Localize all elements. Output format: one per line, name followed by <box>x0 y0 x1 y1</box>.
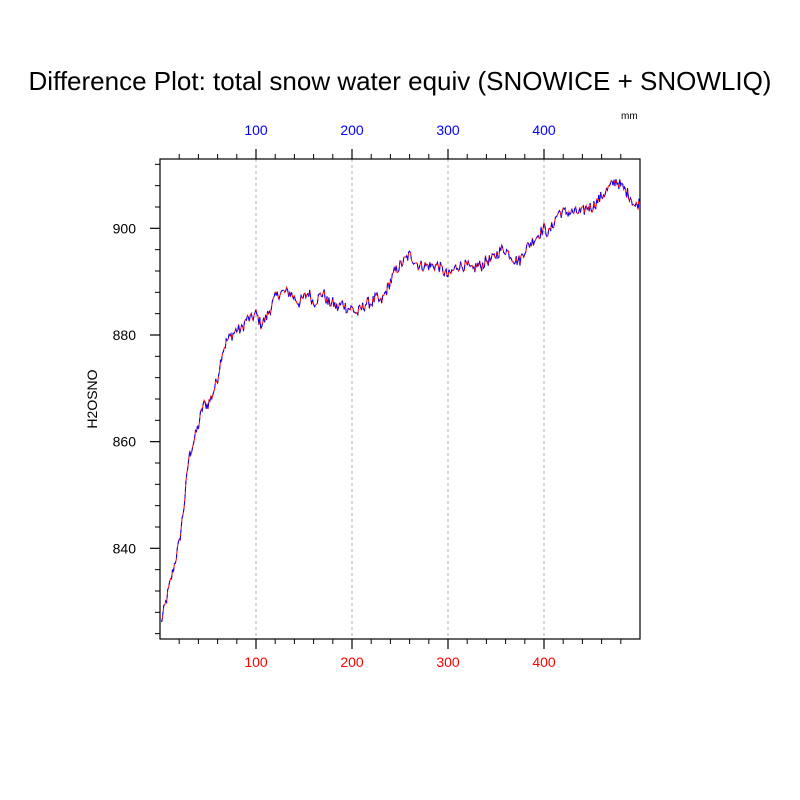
plot-frame <box>159 158 641 640</box>
x-tick-label-top: 100 <box>244 122 268 138</box>
y-tick-label: 860 <box>113 434 137 450</box>
series-line-secondary <box>160 179 641 622</box>
x-tick-label-bottom: 100 <box>244 654 268 670</box>
chart-title: Difference Plot: total snow water equiv … <box>28 66 772 96</box>
units-label: mm <box>621 111 638 122</box>
y-axis-label: H2OSNO <box>84 369 100 428</box>
series-line-primary <box>160 179 641 622</box>
y-tick-label: 840 <box>113 540 137 556</box>
x-tick-label-top: 400 <box>532 122 556 138</box>
series-lines <box>160 179 641 622</box>
y-tick-label: 880 <box>113 327 137 343</box>
grid-lines <box>255 159 545 639</box>
x-tick-label-bottom: 300 <box>436 654 460 670</box>
y-tick-label: 900 <box>113 220 137 236</box>
major-ticks <box>150 149 545 649</box>
tick-labels: 100 200 300 400 100 200 300 400 840 860 880 900 <box>113 122 556 670</box>
x-tick-label-top: 300 <box>436 122 460 138</box>
x-tick-label-bottom: 200 <box>340 654 364 670</box>
x-tick-label-top: 200 <box>340 122 364 138</box>
minor-ticks <box>155 154 622 644</box>
x-tick-label-bottom: 400 <box>532 654 556 670</box>
